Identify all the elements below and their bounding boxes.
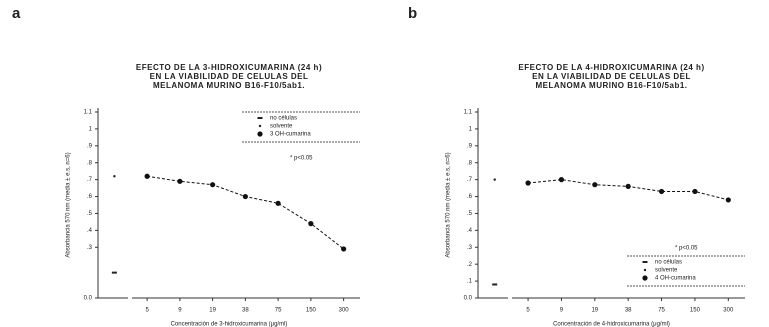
y-tick-label: .8 xyxy=(87,160,93,166)
annotation: * p<0.05 xyxy=(290,156,313,162)
data-point xyxy=(493,178,496,181)
x-tick-label: 300 xyxy=(723,308,734,314)
x-tick-label: 38 xyxy=(242,308,249,314)
data-point xyxy=(658,188,665,195)
chart-title: MELANOMA MURINO B16-F10/5ab1. xyxy=(153,81,305,90)
y-tick-label: .1 xyxy=(467,279,473,285)
data-point xyxy=(725,197,731,203)
legend: no células solvente 4 OH-cumarina xyxy=(627,255,745,287)
y-tick-label: .5 xyxy=(87,211,93,217)
x-axis-label: Concentración de 4-hidroxicumarina (μg/m… xyxy=(553,322,670,327)
data-point xyxy=(692,188,698,195)
annotation: * p<0.05 xyxy=(675,246,698,252)
legend-label: 3 OH-cumarina xyxy=(270,132,311,138)
legend-label: solvente xyxy=(270,124,293,130)
chart-title: EN LA VIABILIDAD DE CELULAS DEL xyxy=(532,72,691,81)
y-tick-label: .7 xyxy=(467,177,473,183)
legend-marker xyxy=(257,117,263,119)
chart-title: EFECTO DE LA 4-HIDROXICUMARINA (24 h) xyxy=(518,63,704,72)
chart-title: EFECTO DE LA 3-HIDROXICUMARINA (24 h) xyxy=(136,63,322,72)
x-tick-label: 300 xyxy=(339,308,350,314)
y-tick-label: .8 xyxy=(467,160,473,166)
data-point xyxy=(275,200,281,206)
data-point xyxy=(177,178,183,184)
series-line xyxy=(147,175,344,250)
x-tick-label: 9 xyxy=(178,308,182,314)
y-tick-label: .3 xyxy=(467,245,473,251)
chart-title: EN LA VIABILIDAD DE CELULAS DEL xyxy=(150,72,309,81)
x-tick-label: 150 xyxy=(690,308,701,314)
panel-label: a xyxy=(12,5,21,22)
x-tick-label: 5 xyxy=(526,308,530,314)
y-tick-label: .9 xyxy=(467,143,473,149)
y-tick-label: .6 xyxy=(467,194,473,200)
y-tick-label: .3 xyxy=(87,245,93,251)
data-point xyxy=(113,175,116,178)
chart-title: MELANOMA MURINO B16-F10/5ab1. xyxy=(536,81,688,90)
y-tick-label: .6 xyxy=(87,194,93,200)
y-tick-label: 0.0 xyxy=(84,296,93,302)
legend-marker xyxy=(643,268,647,272)
panel-label: b xyxy=(408,5,417,22)
y-axis-label: Absorbancia 570 nm (media ± e.s, n=6) xyxy=(66,152,72,257)
y-tick-label: 0.0 xyxy=(464,296,473,302)
y-tick-label: .7 xyxy=(87,177,93,183)
legend-marker xyxy=(642,261,648,263)
data-point xyxy=(525,180,531,186)
y-tick-label: .4 xyxy=(467,228,473,234)
y-tick-label: 1.1 xyxy=(464,110,473,116)
data-point xyxy=(492,283,498,286)
x-tick-label: 19 xyxy=(209,308,216,314)
y-tick-label: .9 xyxy=(87,143,93,149)
data-point xyxy=(341,246,347,252)
legend: no células solvente 3 OH-cumarina xyxy=(242,111,360,143)
x-tick-label: 38 xyxy=(625,308,632,314)
x-tick-label: 150 xyxy=(306,308,317,314)
legend-marker xyxy=(258,124,262,128)
x-tick-label: 5 xyxy=(145,308,149,314)
x-tick-label: 75 xyxy=(658,308,665,314)
x-tick-label: 9 xyxy=(560,308,564,314)
y-tick-label: .2 xyxy=(467,262,473,268)
legend-marker xyxy=(642,275,648,281)
legend-marker xyxy=(257,131,263,137)
x-axis-label: Concentración de 3-hidroxicumarina (μg/m… xyxy=(171,322,288,327)
legend-label: solvente xyxy=(655,268,678,274)
data-point xyxy=(625,183,631,189)
data-point xyxy=(558,177,565,183)
y-axis-label: Absorbancia 570 nm (media ± e.s, n=6) xyxy=(446,152,452,257)
legend-label: no células xyxy=(270,116,297,122)
y-tick-label: .5 xyxy=(467,211,473,217)
data-point xyxy=(242,193,248,200)
y-tick-label: 1 xyxy=(89,126,93,132)
y-tick-label: 1 xyxy=(469,126,473,132)
y-tick-label: 1.1 xyxy=(84,110,93,116)
data-point xyxy=(144,173,150,179)
x-tick-label: 75 xyxy=(275,308,282,314)
legend-label: no células xyxy=(655,260,682,266)
legend-label: 4 OH-cumarina xyxy=(655,276,696,282)
x-tick-label: 19 xyxy=(591,308,598,314)
data-point xyxy=(308,221,314,227)
data-point xyxy=(111,271,117,274)
data-point xyxy=(210,182,216,188)
data-point xyxy=(592,182,598,188)
series-line xyxy=(528,179,729,201)
y-tick-label: .4 xyxy=(87,228,93,234)
